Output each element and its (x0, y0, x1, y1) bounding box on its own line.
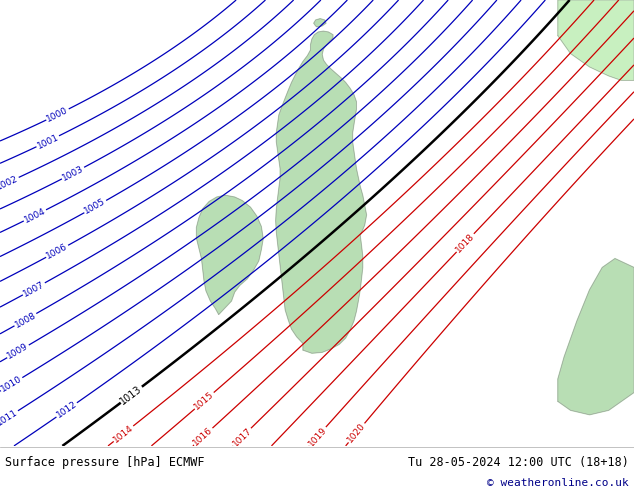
Polygon shape (197, 196, 263, 315)
Text: 1015: 1015 (193, 390, 216, 412)
Text: 1008: 1008 (13, 310, 37, 329)
Text: Surface pressure [hPa] ECMWF: Surface pressure [hPa] ECMWF (5, 456, 205, 469)
Text: 1019: 1019 (306, 425, 328, 448)
Text: 1010: 1010 (0, 374, 24, 394)
Text: 1004: 1004 (23, 206, 47, 224)
Text: 1013: 1013 (119, 383, 144, 406)
Polygon shape (314, 19, 326, 27)
Text: Tu 28-05-2024 12:00 UTC (18+18): Tu 28-05-2024 12:00 UTC (18+18) (408, 456, 629, 469)
Text: 1009: 1009 (6, 342, 30, 361)
Text: 1012: 1012 (55, 400, 79, 420)
Text: 1007: 1007 (22, 279, 46, 298)
Text: 1003: 1003 (61, 164, 86, 182)
Text: 1005: 1005 (83, 197, 108, 216)
Text: 1014: 1014 (112, 423, 135, 444)
Polygon shape (558, 259, 634, 415)
Text: 1011: 1011 (0, 408, 20, 427)
Text: 1001: 1001 (36, 132, 60, 150)
Text: 1017: 1017 (231, 426, 254, 448)
Text: 1020: 1020 (346, 421, 367, 444)
Polygon shape (276, 31, 366, 353)
Polygon shape (558, 0, 634, 80)
Text: © weatheronline.co.uk: © weatheronline.co.uk (487, 478, 629, 489)
Text: 1006: 1006 (45, 242, 69, 261)
Text: 1000: 1000 (45, 105, 70, 123)
Text: 1016: 1016 (191, 425, 215, 447)
Text: 1018: 1018 (454, 231, 476, 254)
Text: 1002: 1002 (0, 174, 20, 192)
